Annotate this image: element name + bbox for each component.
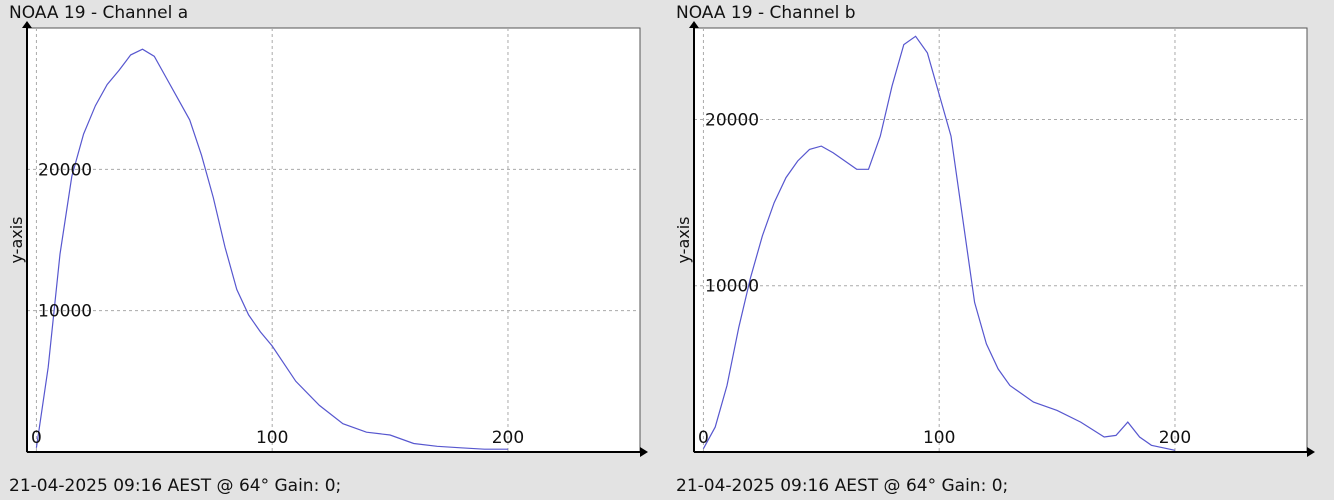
- y-axis-label: y-axis: [7, 216, 26, 263]
- x-tick-label: 0: [698, 428, 709, 448]
- x-tick-label: 200: [1159, 428, 1191, 448]
- y-tick-label: 20000: [38, 160, 92, 180]
- chart-a: 0 100 200 10000 20000 y-axis: [7, 21, 648, 457]
- series-line: [35, 48, 508, 450]
- channel-a-panel: NOAA 19 - Channel a 0 100 200 10000 20000 y-a…: [7, 3, 648, 496]
- y-tick-label: 10000: [38, 302, 92, 322]
- channel-b-panel: NOAA 19 - Channel b 0 100 200 10000 20000 y-a…: [667, 0, 1334, 500]
- series-line: [702, 35, 1176, 451]
- plot-area: [693, 27, 1308, 453]
- x-axis-arrow: [1307, 447, 1315, 457]
- y-tick-label: 20000: [705, 110, 759, 130]
- chart-title: NOAA 19 - Channel b: [676, 3, 856, 23]
- x-tick-label: 100: [923, 428, 955, 448]
- y-axis-arrow: [689, 21, 699, 28]
- status-footer: 21-04-2025 09:16 AEST @ 64° Gain: 0;: [9, 476, 342, 496]
- y-axis-arrow: [22, 21, 32, 28]
- y-axis-label: y-axis: [674, 216, 693, 263]
- x-axis-arrow: [640, 447, 648, 457]
- plot-area: [26, 27, 641, 453]
- chart-title: NOAA 19 - Channel a: [9, 3, 189, 23]
- y-tick-label: 10000: [705, 277, 759, 297]
- x-tick-label: 0: [31, 428, 42, 448]
- x-tick-label: 100: [256, 428, 288, 448]
- status-footer: 21-04-2025 09:16 AEST @ 64° Gain: 0;: [676, 476, 1009, 496]
- x-tick-label: 200: [492, 428, 524, 448]
- chart-b: 0 100 200 10000 20000 y-axis: [674, 21, 1315, 457]
